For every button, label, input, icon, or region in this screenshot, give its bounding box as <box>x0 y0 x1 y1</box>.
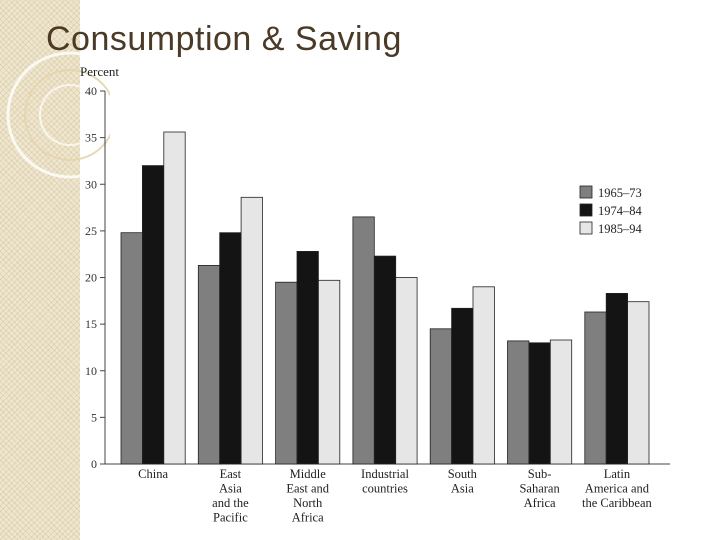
legend-swatch-0 <box>580 186 592 198</box>
bar-0-series-0 <box>121 233 142 464</box>
y-tick-label-35: 35 <box>85 131 97 145</box>
y-tick-label-0: 0 <box>91 457 97 471</box>
category-label-6-line-2: the Caribbean <box>582 496 653 510</box>
category-label-6-line-1: America and <box>585 482 650 496</box>
bar-2-series-0 <box>276 282 297 464</box>
bar-4-series-2 <box>473 287 494 464</box>
y-tick-label-30: 30 <box>85 177 97 191</box>
bar-0-series-2 <box>164 132 185 464</box>
category-label-2-line-1: East and <box>286 482 329 496</box>
bar-6-series-0 <box>585 312 606 464</box>
category-label-6-line-0: Latin <box>604 467 631 481</box>
y-tick-label-40: 40 <box>85 84 97 98</box>
bar-6-series-2 <box>628 302 649 464</box>
category-label-1-line-0: East <box>220 467 242 481</box>
bar-3-series-1 <box>374 256 395 464</box>
category-label-1-line-1: Asia <box>219 482 242 496</box>
legend-label-2: 1985–94 <box>598 222 643 236</box>
bar-2-series-1 <box>297 251 318 464</box>
bar-3-series-0 <box>353 217 374 464</box>
y-tick-label-20: 20 <box>85 271 97 285</box>
bar-4-series-1 <box>452 308 473 464</box>
category-label-4-line-1: Asia <box>451 482 474 496</box>
category-label-5-line-2: Africa <box>524 496 556 510</box>
category-label-3-line-0: Industrial <box>361 467 409 481</box>
legend-label-1: 1974–84 <box>598 204 643 218</box>
bar-3-series-2 <box>396 278 417 465</box>
bar-1-series-0 <box>198 265 219 464</box>
category-label-2-line-2: North <box>293 496 323 510</box>
bar-5-series-1 <box>529 343 550 464</box>
bar-6-series-1 <box>606 293 627 464</box>
category-label-4-line-0: South <box>448 467 478 481</box>
category-label-1-line-3: Pacific <box>213 511 248 525</box>
legend-label-0: 1965–73 <box>598 186 642 200</box>
bar-chart: Percent0510152025303540China EastAsiaand … <box>0 0 720 540</box>
y-tick-label-5: 5 <box>91 410 97 424</box>
bar-5-series-0 <box>508 341 529 464</box>
bar-1-series-1 <box>220 233 241 464</box>
category-label-2-line-3: Africa <box>292 511 324 525</box>
category-label-0-line-0: China <box>138 467 168 481</box>
category-label-2-line-0: Middle <box>290 467 327 481</box>
bar-4-series-0 <box>430 329 451 464</box>
legend-swatch-1 <box>580 204 592 216</box>
bar-5-series-2 <box>550 340 571 464</box>
bar-2-series-2 <box>318 280 339 464</box>
category-label-3-line-1: countries <box>362 482 408 496</box>
category-label-1-line-2: and the <box>212 496 249 510</box>
bar-1-series-2 <box>241 197 262 464</box>
y-axis-label: Percent <box>80 64 119 79</box>
category-label-5-line-0: Sub- <box>528 467 552 481</box>
y-tick-label-10: 10 <box>85 364 97 378</box>
category-label-5-line-1: Saharan <box>519 482 560 496</box>
y-tick-label-25: 25 <box>85 224 97 238</box>
y-tick-label-15: 15 <box>85 317 97 331</box>
bar-0-series-1 <box>142 166 163 464</box>
legend-swatch-2 <box>580 222 592 234</box>
